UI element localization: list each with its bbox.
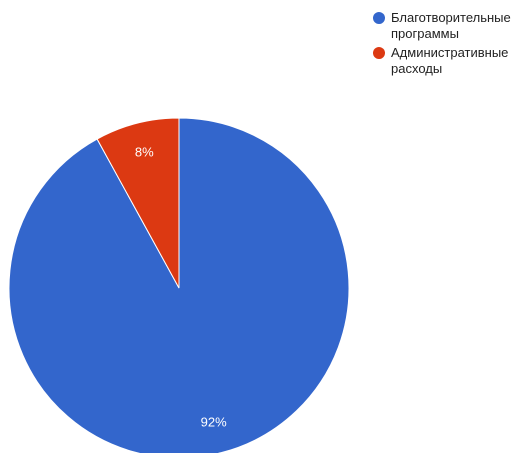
pie-slices — [8, 117, 350, 453]
legend-item-admin-expenses[interactable]: Административные расходы — [373, 45, 518, 77]
legend-swatch-charity-programs — [373, 12, 385, 24]
chart-legend: Благотворительные программы Администрати… — [373, 10, 518, 80]
pie-slice-label-charity-programs: 92% — [201, 414, 227, 429]
legend-item-charity-programs[interactable]: Благотворительные программы — [373, 10, 518, 42]
pie-slice-admin-expenses[interactable] — [96, 117, 180, 289]
pie-slice-labels: 92% 8% — [135, 144, 227, 429]
pie-slice-label-admin-expenses: 8% — [135, 144, 154, 159]
legend-swatch-admin-expenses — [373, 47, 385, 59]
legend-label-charity-programs: Благотворительные программы — [391, 10, 511, 41]
legend-label-admin-expenses: Административные расходы — [391, 45, 509, 76]
